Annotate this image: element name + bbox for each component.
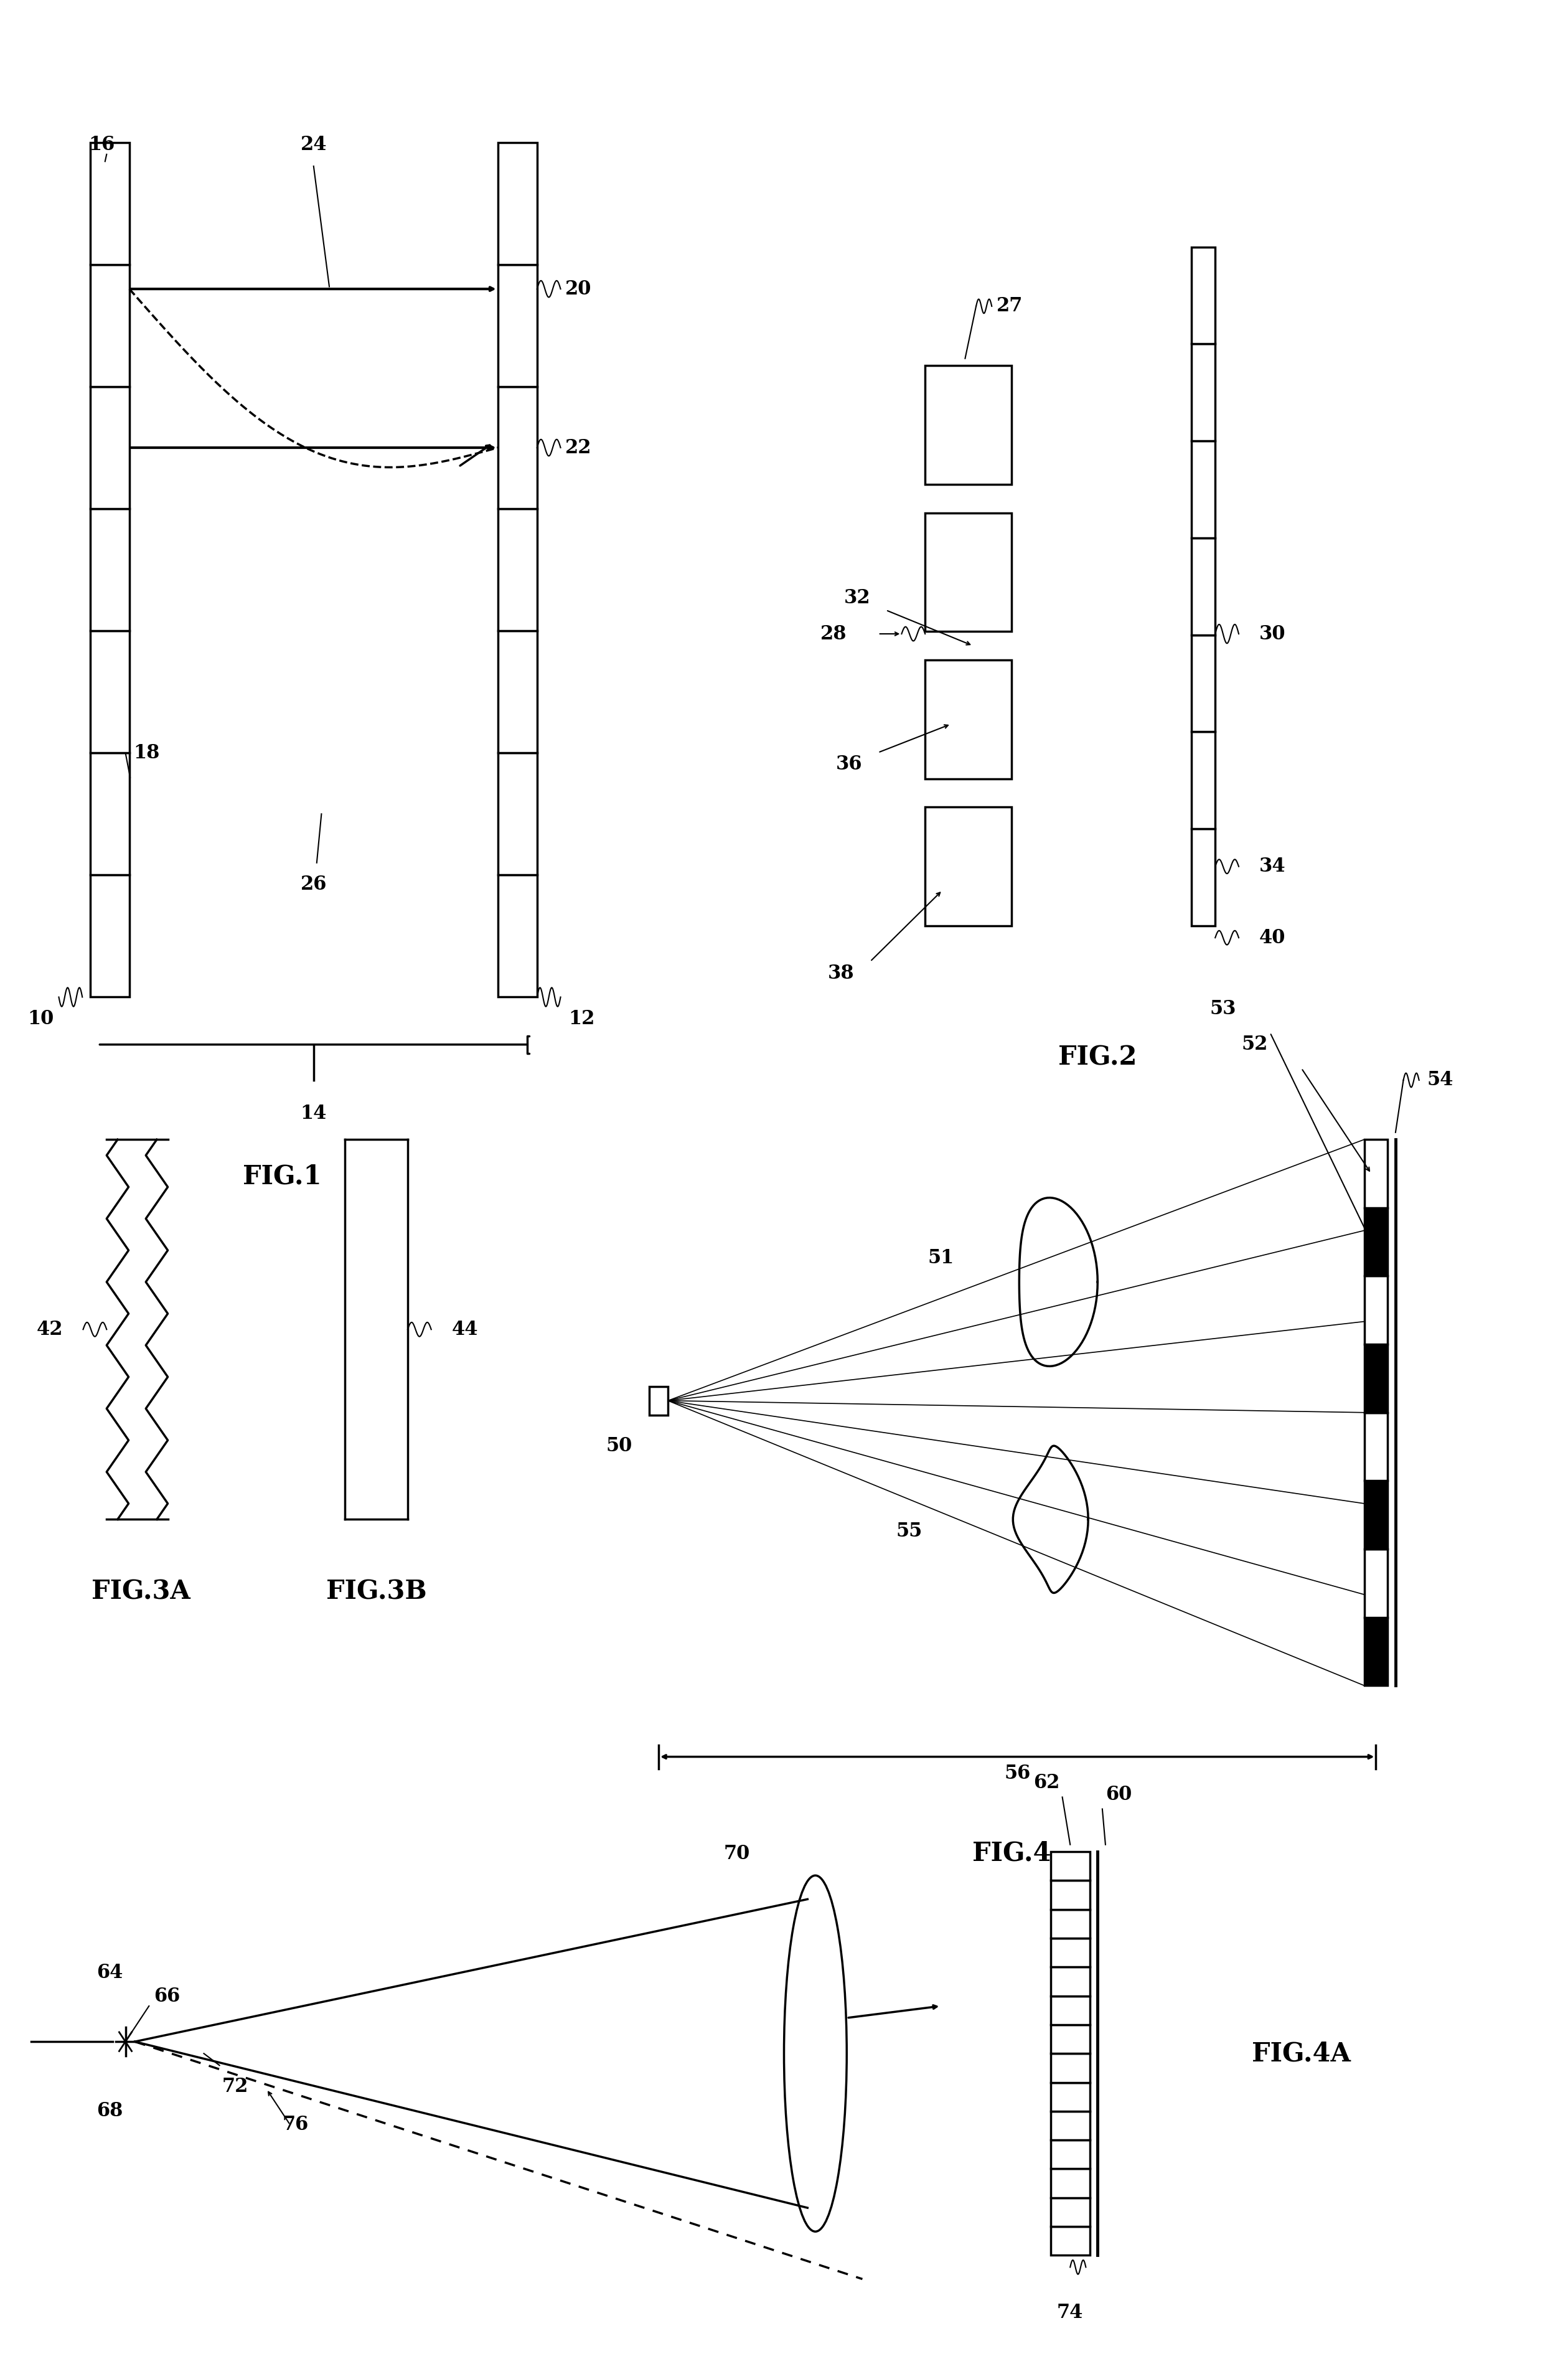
Text: 40: 40 bbox=[1259, 928, 1286, 947]
Bar bbox=[499, 876, 536, 997]
Bar bbox=[1051, 2025, 1090, 2054]
Text: 68: 68 bbox=[97, 2101, 122, 2120]
Text: 51: 51 bbox=[928, 1249, 953, 1268]
Text: 38: 38 bbox=[828, 964, 855, 983]
Text: 56: 56 bbox=[1004, 1764, 1030, 1783]
Bar bbox=[1051, 1909, 1090, 1937]
Bar bbox=[1051, 1880, 1090, 1909]
Ellipse shape bbox=[784, 1875, 847, 2232]
Text: 18: 18 bbox=[133, 743, 160, 762]
Bar bbox=[89, 508, 129, 631]
Bar bbox=[1051, 2227, 1090, 2255]
Text: 22: 22 bbox=[564, 439, 591, 458]
Bar bbox=[499, 631, 536, 753]
Bar bbox=[1051, 1852, 1090, 1880]
Bar bbox=[499, 264, 536, 387]
Bar bbox=[1192, 247, 1215, 344]
Bar bbox=[89, 387, 129, 508]
Text: 16: 16 bbox=[89, 135, 114, 154]
Bar bbox=[89, 876, 129, 997]
Text: FIG.4A: FIG.4A bbox=[1251, 2039, 1352, 2068]
Bar bbox=[1192, 829, 1215, 926]
Text: 44: 44 bbox=[452, 1320, 478, 1339]
Text: 72: 72 bbox=[223, 2077, 248, 2096]
Bar bbox=[925, 513, 1011, 631]
Text: FIG.3A: FIG.3A bbox=[91, 1579, 191, 1605]
Bar bbox=[1192, 634, 1215, 731]
Bar bbox=[1192, 539, 1215, 634]
Text: FIG.2: FIG.2 bbox=[1058, 1045, 1137, 1071]
Text: 26: 26 bbox=[301, 876, 326, 895]
Text: FIG.1: FIG.1 bbox=[243, 1163, 321, 1189]
Text: 64: 64 bbox=[97, 1963, 122, 1982]
Bar bbox=[925, 366, 1011, 484]
Text: 76: 76 bbox=[282, 2115, 309, 2134]
Text: 60: 60 bbox=[1105, 1785, 1132, 1804]
Bar bbox=[1364, 1550, 1388, 1617]
Text: 27: 27 bbox=[997, 297, 1022, 316]
Text: FIG.3B: FIG.3B bbox=[326, 1579, 426, 1605]
Bar bbox=[649, 1386, 668, 1415]
Text: 14: 14 bbox=[301, 1104, 326, 1123]
Bar bbox=[1051, 2198, 1090, 2227]
Bar bbox=[89, 753, 129, 876]
Text: 36: 36 bbox=[836, 755, 862, 774]
Text: 53: 53 bbox=[1210, 999, 1236, 1018]
Bar bbox=[925, 807, 1011, 926]
Bar bbox=[1364, 1208, 1388, 1277]
Bar bbox=[925, 660, 1011, 779]
Bar bbox=[1192, 344, 1215, 442]
Bar bbox=[1364, 1140, 1388, 1208]
Text: 50: 50 bbox=[607, 1436, 632, 1455]
Text: 20: 20 bbox=[564, 280, 591, 299]
Bar bbox=[1364, 1344, 1388, 1413]
Text: 42: 42 bbox=[36, 1320, 63, 1339]
Bar bbox=[1192, 442, 1215, 539]
Bar bbox=[1051, 2082, 1090, 2110]
Bar bbox=[1051, 1937, 1090, 1968]
Bar bbox=[89, 631, 129, 753]
Bar bbox=[1051, 2170, 1090, 2198]
Text: 28: 28 bbox=[820, 624, 847, 643]
Bar bbox=[1364, 1277, 1388, 1344]
Bar bbox=[499, 387, 536, 508]
Bar bbox=[1051, 1968, 1090, 1997]
Bar bbox=[1364, 1413, 1388, 1481]
Text: 32: 32 bbox=[844, 589, 870, 608]
Text: FIG.4: FIG.4 bbox=[972, 1840, 1051, 1866]
Bar bbox=[1051, 1997, 1090, 2025]
Text: 30: 30 bbox=[1259, 624, 1286, 643]
Bar bbox=[1051, 2110, 1090, 2139]
Text: 62: 62 bbox=[1033, 1773, 1060, 1792]
Bar bbox=[1364, 1617, 1388, 1686]
Bar bbox=[499, 508, 536, 631]
Bar bbox=[499, 142, 536, 264]
Text: 34: 34 bbox=[1259, 857, 1286, 876]
Bar bbox=[1192, 731, 1215, 829]
Bar bbox=[89, 142, 129, 264]
Text: 24: 24 bbox=[301, 135, 326, 154]
Text: 52: 52 bbox=[1242, 1035, 1267, 1054]
Text: 54: 54 bbox=[1427, 1071, 1454, 1090]
Bar bbox=[1051, 2054, 1090, 2082]
Text: 55: 55 bbox=[897, 1522, 922, 1541]
Text: 12: 12 bbox=[568, 1009, 594, 1028]
Text: 70: 70 bbox=[724, 1845, 750, 1864]
Bar bbox=[89, 264, 129, 387]
Text: 66: 66 bbox=[154, 1987, 180, 2006]
Text: 10: 10 bbox=[28, 1009, 53, 1028]
Bar bbox=[1051, 2139, 1090, 2170]
Text: 74: 74 bbox=[1057, 2303, 1083, 2322]
Bar bbox=[1364, 1481, 1388, 1550]
Bar bbox=[499, 753, 536, 876]
